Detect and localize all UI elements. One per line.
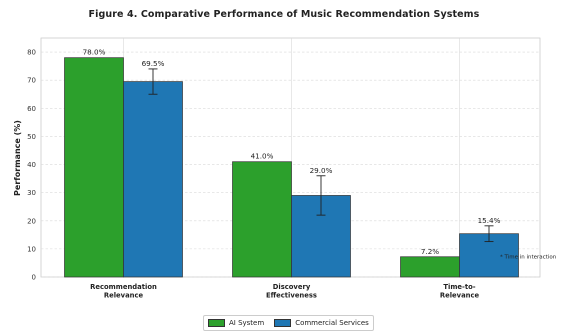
y-tick-label: 50 [27, 133, 36, 141]
legend-label-commercial-services: Commercial Services [295, 319, 369, 327]
x-tick-label: Time-to- [443, 283, 475, 291]
bar [64, 57, 124, 278]
y-tick-label: 10 [27, 245, 36, 253]
bar [232, 161, 292, 278]
y-tick-label: 40 [27, 161, 36, 169]
bars [64, 57, 519, 278]
y-axis-label: Performance (%) [13, 120, 22, 196]
y-tick-label: 0 [32, 274, 36, 282]
x-tick-label: Effectiveness [266, 292, 317, 300]
legend-label-ai-system: AI System [229, 319, 265, 327]
legend-swatch-commercial-services [274, 319, 292, 327]
data-label: 7.2% [421, 247, 439, 256]
y-tick-label: 30 [27, 189, 36, 197]
data-label: 41.0% [251, 152, 274, 161]
y-tick-label: 20 [27, 217, 36, 225]
x-tick-label: Relevance [440, 292, 480, 300]
data-label: 29.0% [310, 166, 333, 175]
y-tick-label: 60 [27, 105, 36, 113]
chart-title: Figure 4. Comparative Performance of Mus… [88, 9, 480, 20]
legend-item-ai-system: AI System [208, 319, 264, 327]
y-axis: 0 10 20 30 40 50 60 70 80 [27, 49, 36, 282]
data-labels: 78.0% 41.0% 7.2% 69.5% 29.0% 15.4% [83, 48, 501, 256]
bar [400, 256, 460, 278]
annotation-text: * Time in interaction [500, 255, 557, 261]
bar [123, 81, 183, 278]
legend: AI System Commercial Services [203, 315, 374, 331]
legend-swatch-ai-system [208, 319, 225, 327]
x-tick-label: Recommendation [90, 283, 157, 291]
x-tick-label: Discovery [273, 283, 311, 291]
y-tick-label: 80 [27, 49, 36, 57]
data-label: 15.4% [478, 216, 501, 225]
y-tick-label: 70 [27, 77, 36, 85]
data-label: 69.5% [142, 59, 165, 68]
x-axis: RecommendationRelevanceDiscoveryEffectiv… [90, 283, 479, 300]
legend-item-commercial-services: Commercial Services [274, 319, 369, 327]
error-bars [148, 68, 494, 243]
x-tick-label: Relevance [104, 292, 144, 300]
data-label: 78.0% [83, 48, 106, 57]
